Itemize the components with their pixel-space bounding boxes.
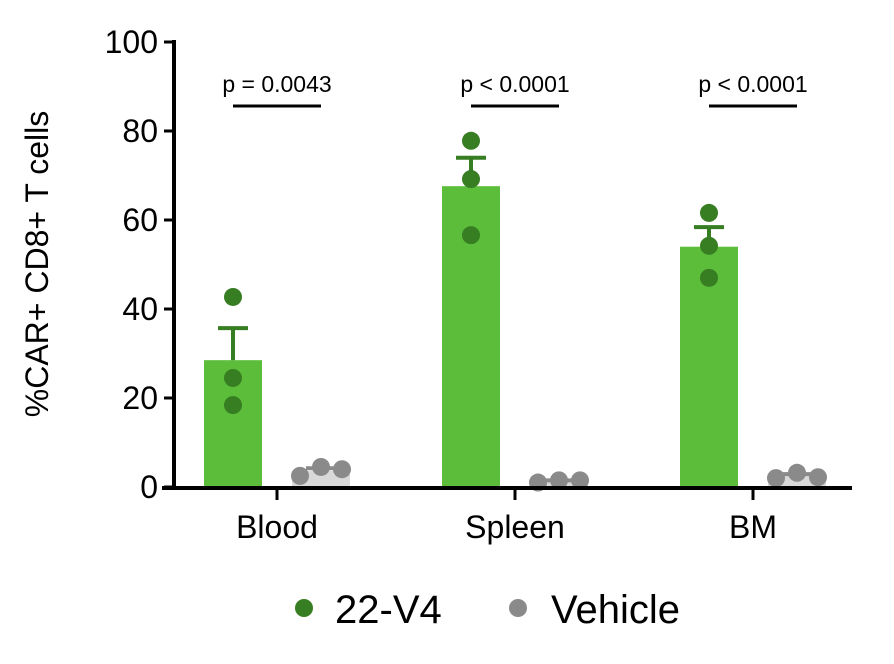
point-22-v4-blood bbox=[224, 368, 242, 387]
y-axis-label: %CAR+ CD8+ T cells bbox=[19, 111, 55, 417]
point-22-v4-spleen bbox=[462, 131, 480, 150]
point-vehicle-bm bbox=[788, 463, 806, 482]
legend-label-vehicle: Vehicle bbox=[551, 588, 680, 632]
point-vehicle-blood bbox=[312, 457, 330, 476]
y-tick-label: 60 bbox=[122, 202, 158, 238]
point-22-v4-spleen bbox=[462, 170, 480, 189]
point-vehicle-bm bbox=[767, 469, 785, 488]
point-22-v4-bm bbox=[700, 203, 718, 222]
x-tick-label-blood: Blood bbox=[236, 509, 318, 545]
y-tick-label: 20 bbox=[122, 380, 158, 416]
point-22-v4-blood bbox=[224, 287, 242, 306]
point-22-v4-blood bbox=[224, 396, 242, 415]
point-vehicle-blood bbox=[333, 460, 351, 479]
point-22-v4-spleen bbox=[462, 226, 480, 245]
point-22-v4-bm bbox=[700, 268, 718, 287]
point-vehicle-blood bbox=[291, 466, 309, 485]
y-tick-label: 40 bbox=[122, 291, 158, 327]
point-22-v4-bm bbox=[700, 236, 718, 255]
x-tick-label-spleen: Spleen bbox=[465, 509, 565, 545]
legend: 22-V4 Vehicle bbox=[295, 588, 680, 632]
x-ticks: Blood Spleen BM bbox=[236, 488, 777, 545]
y-tick-label: 100 bbox=[105, 24, 158, 60]
y-ticks: 0 20 40 60 80 100 bbox=[105, 24, 174, 505]
p-value-blood: p = 0.0043 bbox=[222, 71, 331, 97]
point-vehicle-bm bbox=[809, 468, 827, 487]
legend-marker-vehicle bbox=[509, 599, 527, 617]
legend-label-22-v4: 22-V4 bbox=[335, 588, 442, 632]
x-tick-label-bm: BM bbox=[729, 509, 777, 545]
y-tick-label: 80 bbox=[122, 113, 158, 149]
bars-layer bbox=[204, 186, 826, 487]
y-tick-label: 0 bbox=[140, 469, 158, 505]
legend-marker-22-v4 bbox=[295, 599, 313, 617]
p-value-bm: p < 0.0001 bbox=[698, 71, 807, 97]
point-vehicle-spleen bbox=[571, 471, 589, 490]
p-value-spleen: p < 0.0001 bbox=[460, 71, 569, 97]
significance-annotations: p = 0.0043 p < 0.0001 p < 0.0001 bbox=[222, 71, 808, 108]
point-vehicle-spleen bbox=[550, 471, 568, 490]
